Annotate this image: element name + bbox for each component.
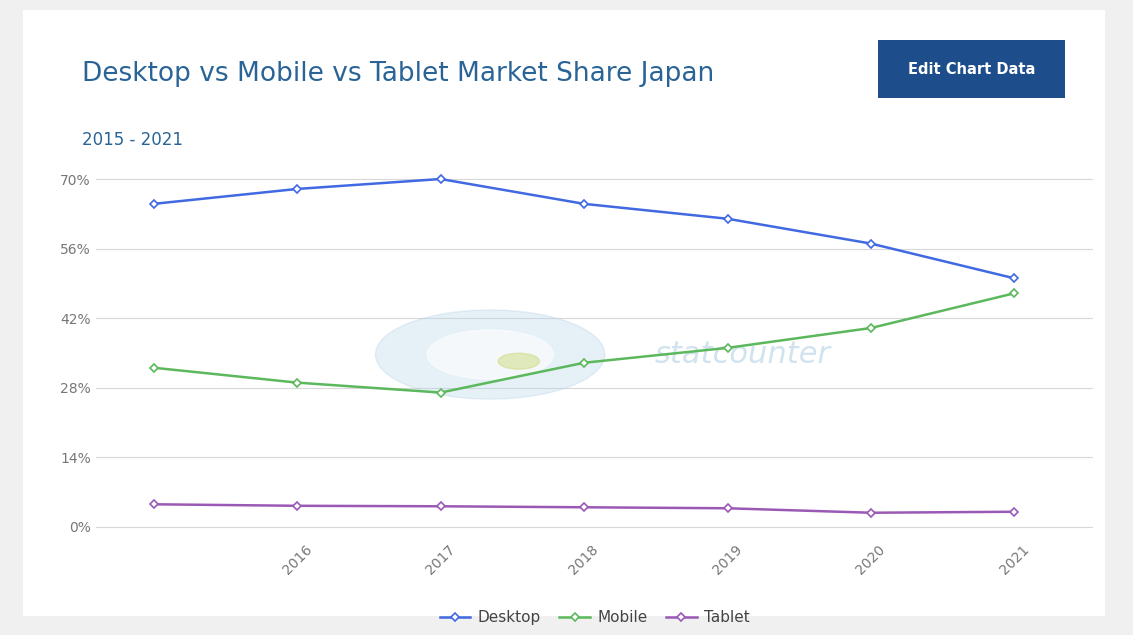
Text: Desktop vs Mobile vs Tablet Market Share Japan: Desktop vs Mobile vs Tablet Market Share… (83, 61, 715, 87)
Text: 2015 - 2021: 2015 - 2021 (83, 131, 184, 149)
Legend: Desktop, Mobile, Tablet: Desktop, Mobile, Tablet (434, 605, 756, 632)
Circle shape (375, 310, 605, 399)
Circle shape (499, 353, 539, 369)
Text: Edit Chart Data: Edit Chart Data (908, 62, 1036, 77)
FancyBboxPatch shape (872, 40, 1071, 98)
Circle shape (427, 330, 553, 379)
Text: statcounter: statcounter (655, 340, 830, 369)
